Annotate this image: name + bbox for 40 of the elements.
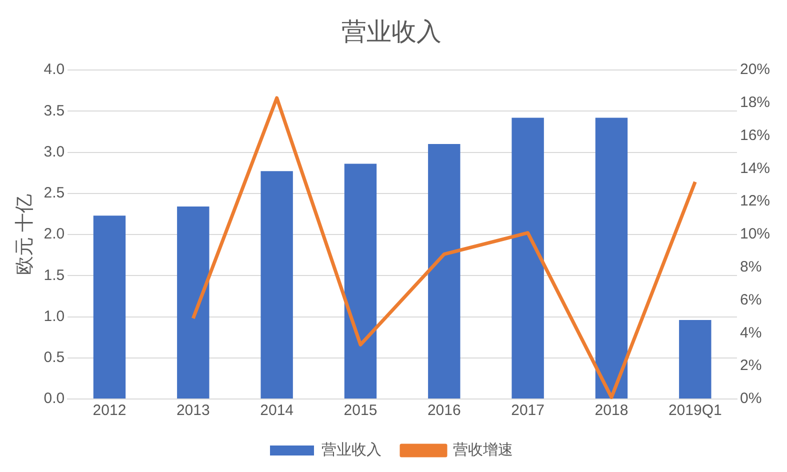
x-tick-label: 2019Q1 [668,402,722,420]
y-tick-label: 1.0 [44,308,65,325]
x-tick-label: 2017 [511,402,544,420]
y2-tick-label: 6% [740,291,762,308]
legend-label: 营业收入 [322,442,382,459]
bar [260,171,293,398]
x-tick-label: 2012 [92,402,126,420]
legend-label: 营收增速 [453,442,513,459]
y2-tick-label: 12% [740,192,770,210]
y-tick-label: 2.0 [44,226,65,243]
y-tick-label: 0.5 [44,349,65,366]
bar [679,320,712,398]
bar [93,216,126,398]
y-tick-label: 3.0 [44,143,65,160]
x-tick-label: 2014 [260,402,294,420]
y-tick-label: 4.0 [44,61,65,78]
y2-tick-label: 14% [740,160,770,177]
x-tick-label: 2016 [427,402,461,420]
bar [512,118,544,398]
y2-tick-label: 8% [740,258,762,276]
x-tick-label: 2018 [594,402,628,420]
y2-tick-label: 4% [740,324,762,342]
y2-tick-label: 20% [740,61,770,78]
y-tick-label: 3.5 [44,102,65,120]
y2-tick-label: 16% [740,126,770,144]
y-axis-title: 欧元 十亿 [14,194,36,276]
x-tick-label: 2013 [176,402,210,420]
bar [344,164,377,398]
chart-title: 营业收入 [342,18,442,46]
bar [177,206,210,398]
x-tick-label: 2015 [344,402,378,420]
y-tick-label: 0.0 [44,390,65,408]
bar [595,118,628,398]
y2-tick-label: 18% [740,94,770,112]
y2-tick-label: 2% [740,357,762,374]
y-tick-label: 1.5 [44,266,65,284]
y2-tick-label: 10% [740,226,770,243]
y-tick-label: 2.5 [44,184,65,202]
y2-tick-label: 0% [740,390,762,408]
bar [428,144,460,398]
